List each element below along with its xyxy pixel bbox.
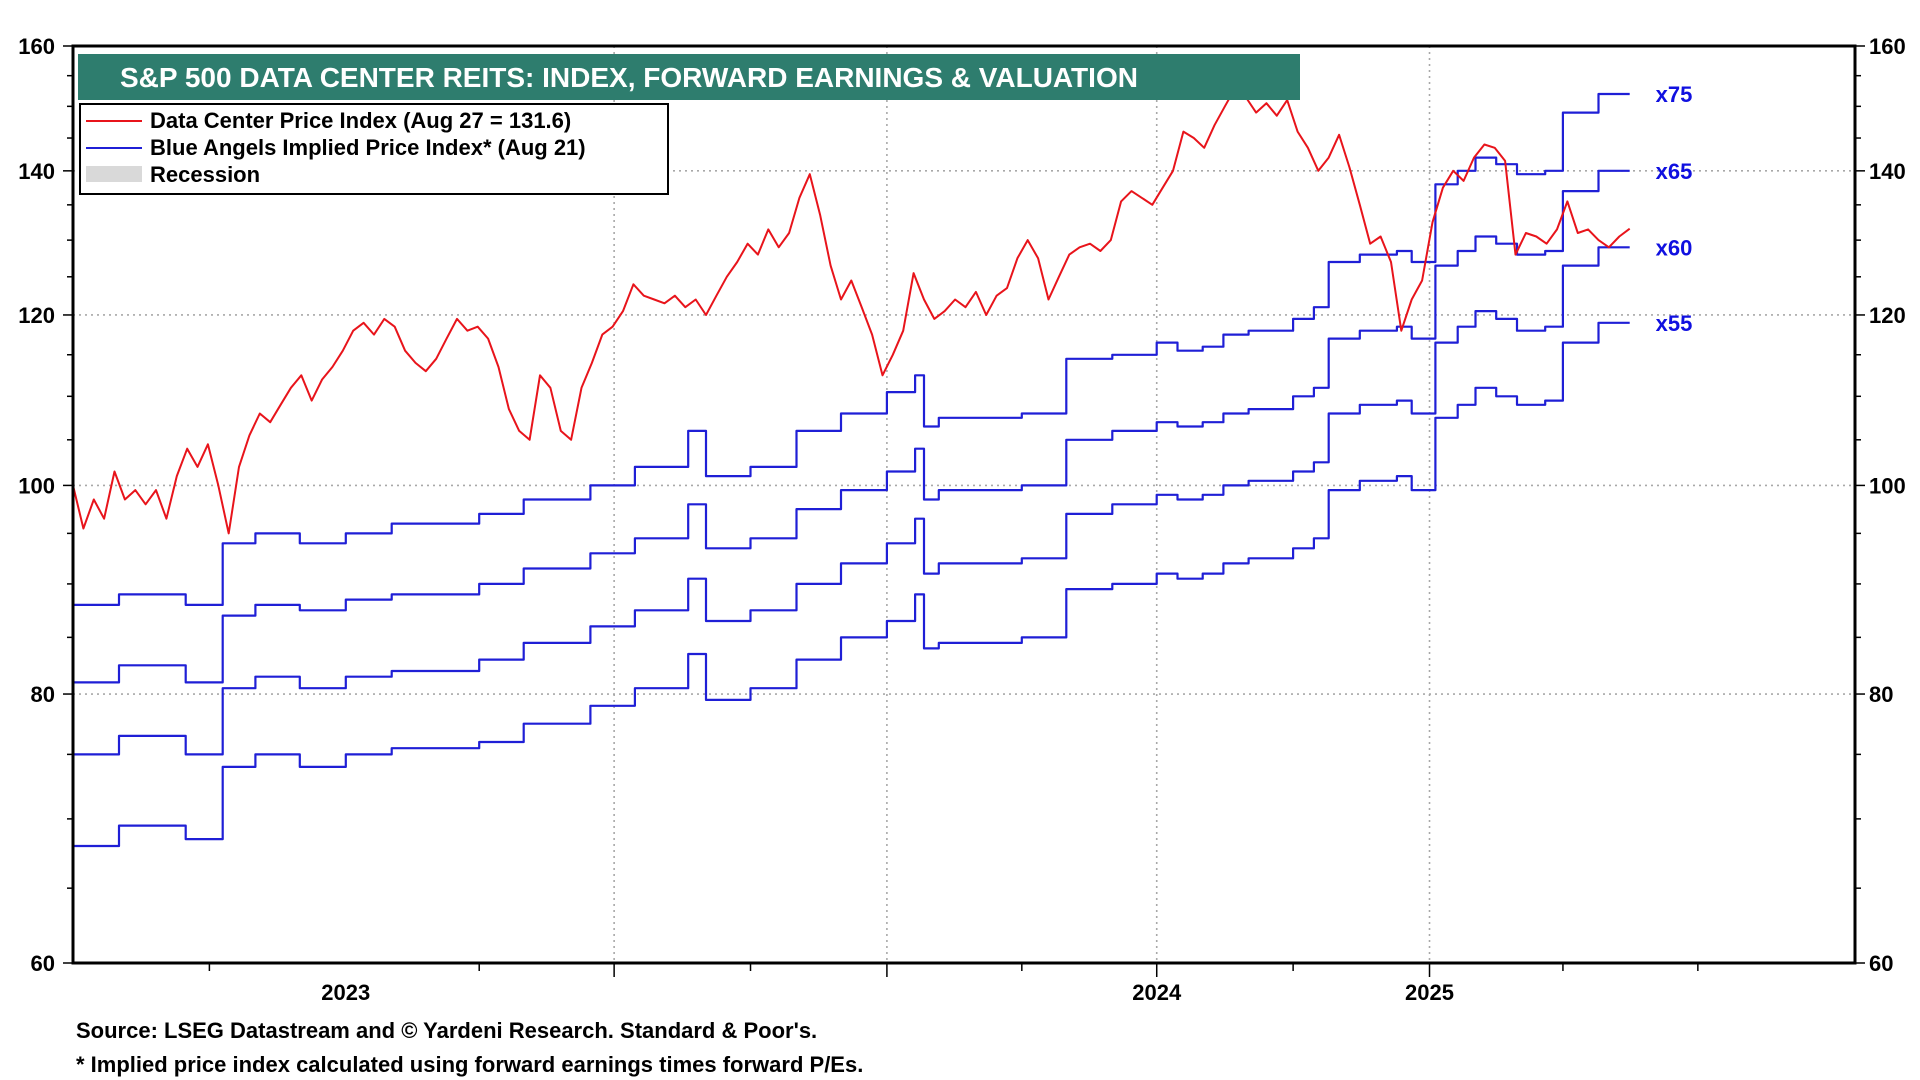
y-tick-label-left: 160 <box>18 34 55 59</box>
legend-label-recession: Recession <box>150 162 260 187</box>
y-tick-label-right: 140 <box>1869 159 1906 184</box>
plot-frame <box>71 44 1857 965</box>
x-tick-label: 2025 <box>1405 980 1454 1005</box>
title-background <box>78 54 1300 100</box>
y-tick-label-right: 120 <box>1869 303 1906 328</box>
legend: Data Center Price Index (Aug 27 = 131.6)… <box>79 103 669 195</box>
legend-label-implied-index: Blue Angels Implied Price Index* (Aug 21… <box>150 135 586 160</box>
series-end-label-x55: x55 <box>1656 311 1693 336</box>
y-tick-label-right: 60 <box>1869 951 1893 976</box>
implied-index-line-x55 <box>73 321 1630 848</box>
y-tick-label-left: 100 <box>18 473 55 498</box>
x-tick-label: 2024 <box>1132 980 1182 1005</box>
implied-index-line-x60 <box>73 246 1630 756</box>
y-tick-label-left: 120 <box>18 303 55 328</box>
series-end-label-x60: x60 <box>1656 235 1693 260</box>
legend-swatch-recession <box>86 166 142 182</box>
legend-box <box>79 103 669 195</box>
implied-index-line-x75 <box>73 92 1630 606</box>
legend-label-price-index: Data Center Price Index (Aug 27 = 131.6) <box>150 108 571 133</box>
chart-title-banner: S&P 500 DATA CENTER REITS: INDEX, FORWAR… <box>78 54 1300 100</box>
y-tick-label-left: 60 <box>31 951 55 976</box>
y-tick-label-right: 100 <box>1869 473 1906 498</box>
chart-title: S&P 500 DATA CENTER REITS: INDEX, FORWAR… <box>120 62 1138 93</box>
series-lines <box>72 86 1631 848</box>
axis-ticks <box>63 45 1865 977</box>
implied-footnote: * Implied price index calculated using f… <box>76 1052 864 1077</box>
implied-index-line-x65 <box>73 169 1630 684</box>
y-tick-label-left: 80 <box>31 682 55 707</box>
series-end-label-x75: x75 <box>1656 82 1693 107</box>
series-end-label-x65: x65 <box>1656 159 1693 184</box>
y-tick-label-left: 140 <box>18 159 55 184</box>
price-index-line <box>72 86 1631 535</box>
x-tick-label: 2023 <box>321 980 370 1005</box>
axis-labels: 60 60 80 80 100 100 120 120 140 140 160 160 2023 2024… <box>18 34 1905 1005</box>
y-tick-label-right: 80 <box>1869 682 1893 707</box>
series-end-labels: x75 x65 x60 x55 <box>1656 82 1693 336</box>
y-tick-label-right: 160 <box>1869 34 1906 59</box>
source-footnote: Source: LSEG Datastream and © Yardeni Re… <box>76 1018 818 1043</box>
